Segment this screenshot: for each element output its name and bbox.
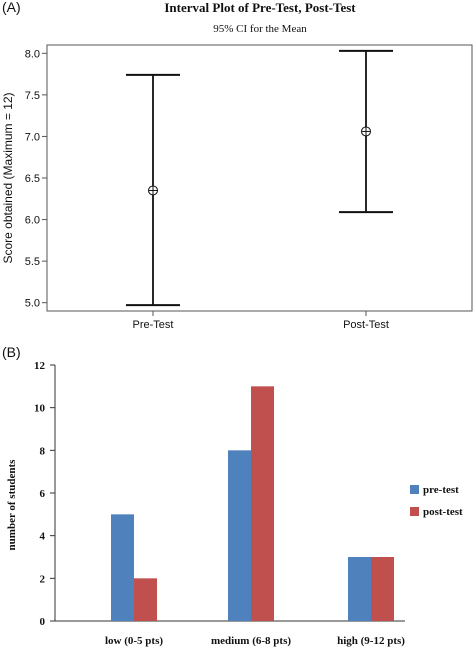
legend-label: post-test bbox=[423, 506, 463, 518]
chart-b-y-tick-label: 10 bbox=[34, 403, 46, 415]
chart-b-x-tick-label: high (9-12 pts) bbox=[337, 635, 405, 647]
chart-a-subtitle: 95% CI for the Mean bbox=[213, 23, 307, 35]
chart-a-y-tick-label: 7.0 bbox=[25, 131, 40, 143]
bar-pre-test bbox=[228, 450, 251, 621]
bar-chart: number of students 0 2 4 6 8 10 12 low (0-5 pt… bbox=[6, 360, 463, 647]
chart-a-y-tick-label: 5.0 bbox=[25, 298, 40, 310]
chart-b-y-tick-label: 0 bbox=[40, 616, 46, 628]
chart-a-y-tick-label: 8.0 bbox=[25, 48, 40, 60]
legend-label: pre-test bbox=[423, 484, 459, 496]
chart-a-plot-frame bbox=[46, 44, 473, 312]
chart-b-y-tick-label: 2 bbox=[40, 573, 46, 585]
chart-a-y-tick-label: 5.5 bbox=[25, 256, 40, 268]
panel-b-label: (B) bbox=[2, 344, 21, 360]
chart-b-ylabel: number of students bbox=[6, 459, 18, 551]
chart-a-y-tick-label: 6.0 bbox=[25, 215, 40, 227]
bar-post-test bbox=[251, 386, 274, 621]
bar-post-test bbox=[134, 578, 157, 621]
bar-post-test bbox=[371, 557, 394, 621]
panel-a-label: (A) bbox=[2, 0, 21, 15]
chart-b-x-tick-label: medium (6-8 pts) bbox=[211, 635, 291, 647]
chart-a-x-tick-label: Post-Test bbox=[343, 319, 389, 331]
chart-b-y-tick-label: 6 bbox=[40, 488, 46, 500]
chart-b-y-tick-label: 4 bbox=[40, 531, 46, 543]
chart-a-ylabel: Score obtained (Maximum = 12) bbox=[1, 92, 15, 263]
legend-swatch-post-test bbox=[410, 507, 419, 516]
bar-pre-test bbox=[111, 514, 134, 621]
chart-b-y-tick-label: 12 bbox=[34, 360, 46, 372]
chart-b-x-tick-label: low (0-5 pts) bbox=[105, 635, 163, 647]
interval-plot: Interval Plot of Pre-Test, Post-Test 95%… bbox=[1, 0, 473, 331]
chart-a-y-tick-label: 7.5 bbox=[25, 90, 40, 102]
legend-swatch-pre-test bbox=[410, 485, 419, 494]
chart-a-x-tick-label: Pre-Test bbox=[133, 319, 174, 331]
chart-b-y-tick-label: 8 bbox=[40, 445, 46, 457]
bar-pre-test bbox=[348, 557, 371, 621]
chart-a-title: Interval Plot of Pre-Test, Post-Test bbox=[164, 0, 356, 15]
chart-a-y-tick-label: 6.5 bbox=[25, 173, 40, 185]
